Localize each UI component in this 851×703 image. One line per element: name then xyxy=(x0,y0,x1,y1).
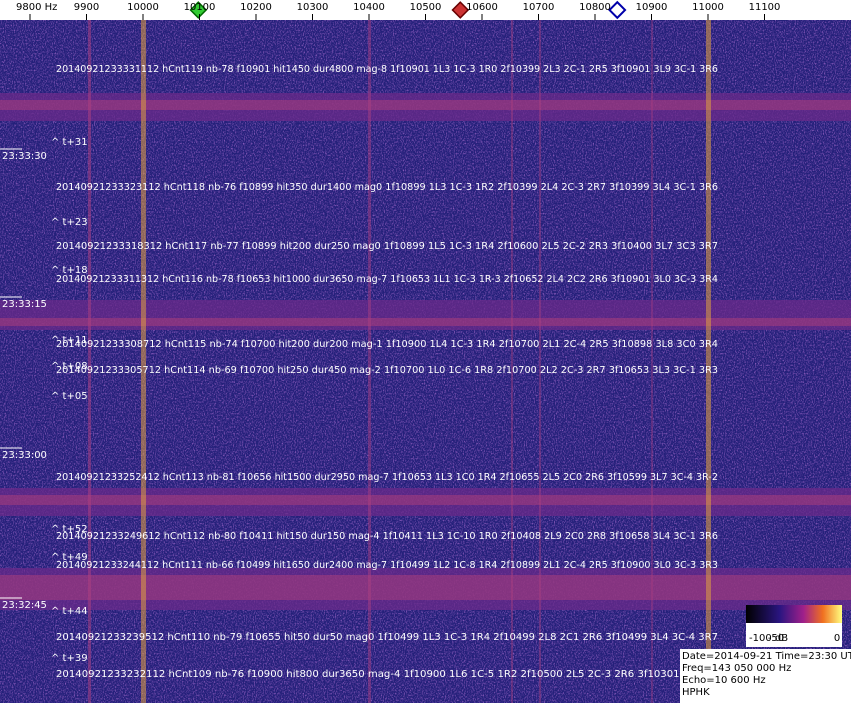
axis-label: 10600 xyxy=(466,2,498,13)
offset: ^ t+52 xyxy=(51,524,88,535)
detection: 20140921233318312 hCnt117 nb-77 f10899 h… xyxy=(56,241,718,252)
axis-bar xyxy=(0,0,851,20)
detection: 20140921233239512 hCnt110 nb-79 f10655 h… xyxy=(56,632,718,643)
info-line: Date=2014-09-21 Time=23:30 UTC xyxy=(682,651,851,662)
offset: ^ t+49 xyxy=(51,552,88,563)
axis-label: 9900 xyxy=(74,2,99,13)
info-line: HPHK xyxy=(682,687,710,698)
axis-label: 10200 xyxy=(240,2,272,13)
time-label: 23:33:00 xyxy=(2,450,47,461)
offset: ^ t+08 xyxy=(51,361,88,372)
axis-label: 10500 xyxy=(410,2,442,13)
time-label: 23:32:45 xyxy=(2,600,47,611)
detection: 20140921233252412 hCnt113 nb-81 f10656 h… xyxy=(56,472,718,483)
axis-label: 10800 xyxy=(579,2,611,13)
offset: ^ t+11 xyxy=(51,335,88,346)
offset: ^ t+31 xyxy=(51,137,88,148)
axis-label: 11100 xyxy=(749,2,781,13)
detection: 20140921233232112 hCnt109 nb-76 f10900 h… xyxy=(56,669,718,680)
detection: 20140921233331112 hCnt119 nb-78 f10901 h… xyxy=(56,64,718,75)
offset: ^ t+23 xyxy=(51,217,88,228)
info-line: Echo=10 600 Hz xyxy=(682,675,766,686)
detection: 20140921233244112 hCnt111 nb-66 f10499 h… xyxy=(56,560,718,571)
time-label: 23:33:15 xyxy=(2,299,47,310)
axis-label: 11000 xyxy=(692,2,724,13)
colorbar-label: -50 xyxy=(768,633,784,644)
axis-label: 10700 xyxy=(523,2,555,13)
info-box xyxy=(680,649,851,703)
detection: 20140921233305712 hCnt114 nb-69 f10700 h… xyxy=(56,365,718,376)
markers xyxy=(189,0,627,20)
time-label: 23:33:30 xyxy=(2,151,47,162)
detection: 20140921233311312 hCnt116 nb-78 f10653 h… xyxy=(56,274,718,285)
colorbar-label: -100 dB xyxy=(749,633,788,644)
offset: ^ t+18 xyxy=(51,265,88,276)
detection: 20140921233249612 hCnt112 nb-80 f10411 h… xyxy=(56,531,718,542)
offset: ^ t+44 xyxy=(51,606,88,617)
axis-label: 10300 xyxy=(297,2,329,13)
axis-label: 10900 xyxy=(636,2,668,13)
axis-label: 10400 xyxy=(353,2,385,13)
detection: 20140921233308712 hCnt115 nb-74 f10700 h… xyxy=(56,339,718,350)
colorbar xyxy=(746,605,842,623)
offset: ^ t+39 xyxy=(51,653,88,664)
info-line: Freq=143 050 000 Hz xyxy=(682,663,791,674)
axis-label: 10100 xyxy=(184,2,216,13)
carriers xyxy=(88,20,711,703)
offset: ^ t+05 xyxy=(51,391,88,402)
colorbar-label: 0 xyxy=(834,633,840,644)
colorbar-labels-bg xyxy=(746,623,842,647)
axis-label: 9800 Hz xyxy=(16,2,57,13)
axis-label: 10000 xyxy=(127,2,159,13)
detection: 20140921233323112 hCnt118 nb-76 f10899 h… xyxy=(56,182,718,193)
